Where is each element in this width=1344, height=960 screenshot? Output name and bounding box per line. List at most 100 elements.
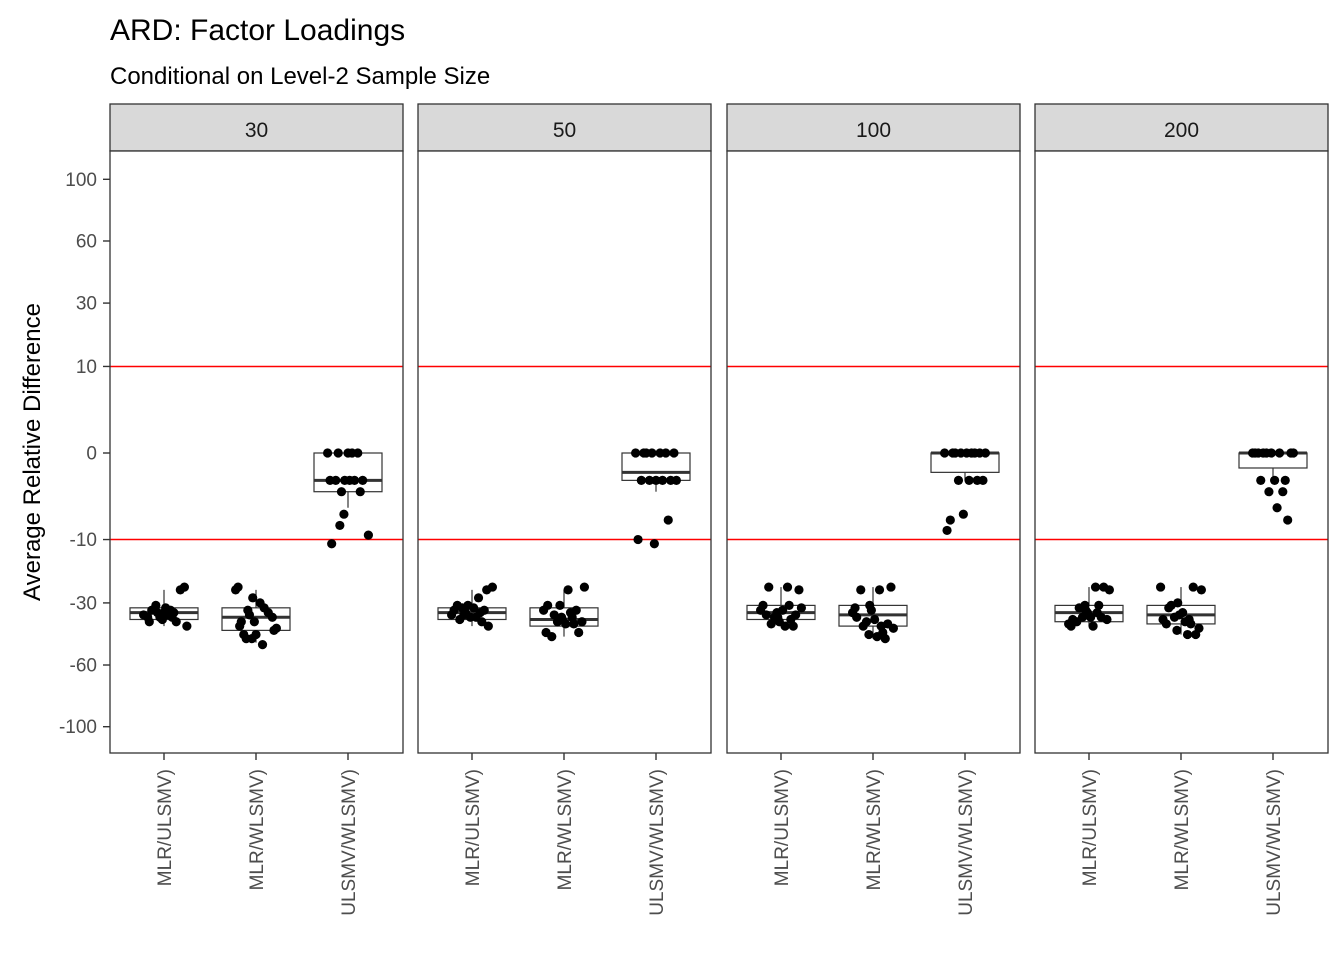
data-point <box>171 617 181 627</box>
data-point <box>556 612 567 622</box>
data-point <box>543 600 553 610</box>
data-point <box>1280 475 1290 485</box>
data-point <box>248 593 258 603</box>
data-point <box>773 612 783 622</box>
data-point <box>651 475 661 485</box>
x-tick-label: MLR/ULSMV) <box>155 769 176 886</box>
data-point <box>657 475 668 485</box>
boxplot <box>129 582 199 631</box>
x-tick-label: MLR/WLSMV) <box>555 769 576 890</box>
data-point <box>340 475 350 485</box>
data-point <box>327 539 337 549</box>
data-point <box>782 582 793 592</box>
data-point <box>487 582 497 592</box>
data-point <box>953 475 964 485</box>
data-point <box>1186 619 1196 629</box>
panel-border <box>726 150 1021 754</box>
data-point <box>479 605 489 615</box>
data-point <box>633 534 643 545</box>
data-point <box>865 600 875 610</box>
data-point <box>636 475 646 485</box>
data-point <box>778 605 788 615</box>
data-point <box>1196 585 1206 595</box>
data-point <box>547 632 557 642</box>
x-tick-label: ULSMV/WLSMV) <box>339 769 360 916</box>
data-point <box>236 617 246 627</box>
data-point <box>336 487 347 497</box>
boxplot <box>930 448 1000 536</box>
data-point <box>958 509 968 519</box>
panel-border <box>109 150 404 754</box>
data-point <box>631 448 641 458</box>
data-point <box>571 605 581 615</box>
panel-border <box>417 150 712 754</box>
y-tick-label: -100 <box>59 717 97 738</box>
data-point <box>555 600 565 610</box>
y-tick-label: 10 <box>76 357 97 378</box>
data-point <box>940 448 950 458</box>
data-point <box>1182 629 1193 640</box>
y-tick-label: 60 <box>76 231 97 252</box>
boxplot <box>313 448 383 549</box>
data-point <box>257 639 268 650</box>
data-point <box>477 617 487 627</box>
data-point <box>244 610 255 620</box>
data-point <box>964 475 974 485</box>
data-point <box>1094 600 1104 610</box>
facet-strip-label: 30 <box>245 119 268 142</box>
boxplot <box>621 448 691 549</box>
data-point <box>251 629 261 640</box>
data-point <box>563 585 573 595</box>
data-point <box>1272 503 1282 513</box>
y-tick-label: -10 <box>70 530 97 551</box>
boxplot <box>221 582 291 650</box>
data-point <box>1288 448 1298 458</box>
facet-panel-30: 30 MLR/ULSMV) MLR/WLSMV) ULSMV/WLSMV) <box>109 103 404 916</box>
data-point <box>1102 614 1112 625</box>
facet-strip-label: 100 <box>856 119 891 142</box>
boxplot <box>1238 448 1308 525</box>
data-point <box>761 610 771 620</box>
data-point <box>353 448 363 458</box>
data-point <box>1172 625 1182 635</box>
boxplot <box>529 582 599 642</box>
data-point <box>169 607 179 618</box>
data-point <box>794 585 804 595</box>
data-point <box>579 582 590 592</box>
data-point <box>561 619 571 629</box>
data-point <box>874 585 885 595</box>
x-tick-label: MLR/ULSMV) <box>772 769 793 886</box>
x-tick-label: MLR/WLSMV) <box>247 769 268 890</box>
facet-panel-50: 50 MLR/ULSMV) MLR/WLSMV) ULSMV/WLSMV) <box>417 103 712 916</box>
data-point <box>267 612 277 622</box>
data-point <box>159 607 169 618</box>
data-point <box>179 582 189 592</box>
data-point <box>1278 487 1288 497</box>
data-point <box>856 585 866 595</box>
data-point <box>363 530 373 540</box>
data-point <box>671 475 682 485</box>
data-point <box>980 448 991 458</box>
data-point <box>349 475 360 485</box>
data-point <box>473 593 484 603</box>
data-point <box>663 515 673 525</box>
chart-title: ARD: Factor Loadings <box>110 14 405 47</box>
data-point <box>1256 475 1266 485</box>
data-point <box>339 509 349 519</box>
data-point <box>1188 582 1198 592</box>
data-point <box>1156 582 1166 592</box>
data-point <box>888 623 899 633</box>
data-point <box>182 621 192 631</box>
data-point <box>569 619 579 629</box>
data-point <box>469 603 479 613</box>
data-point <box>574 627 584 638</box>
data-point <box>459 610 469 620</box>
data-point <box>978 475 988 485</box>
boxplot <box>437 582 507 631</box>
data-point <box>852 612 862 622</box>
box <box>313 452 383 493</box>
data-point <box>335 520 345 531</box>
x-tick-label: MLR/WLSMV) <box>1172 769 1193 890</box>
data-point <box>1266 448 1276 458</box>
